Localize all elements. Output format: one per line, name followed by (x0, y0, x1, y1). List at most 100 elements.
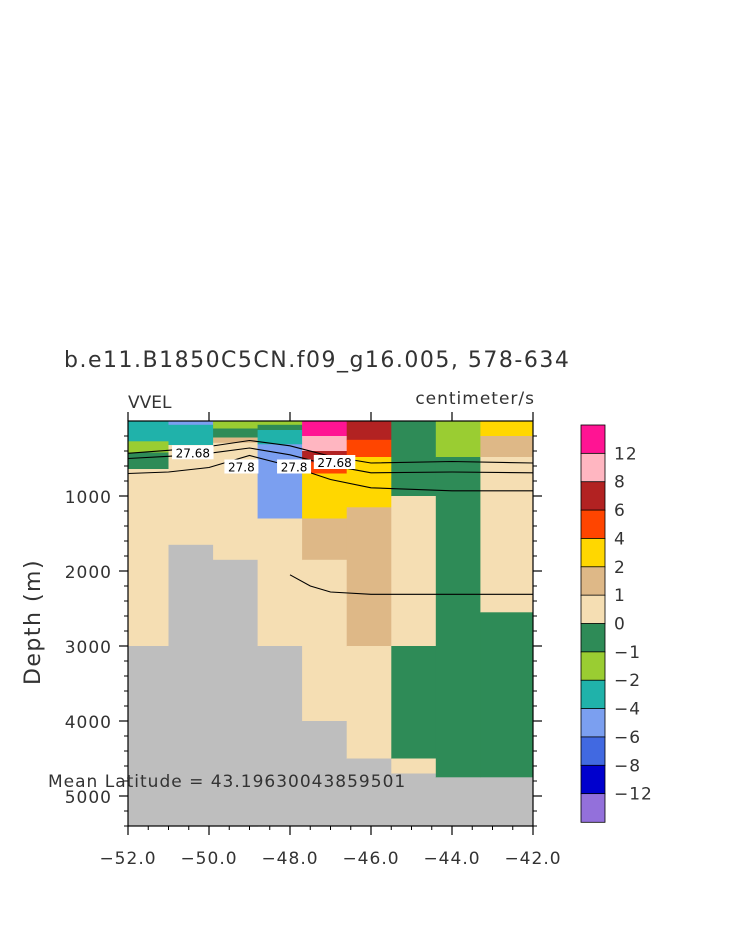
colorbar-label: −12 (614, 785, 653, 805)
heatmap-cell (346, 507, 392, 647)
heatmap-cell (480, 612, 534, 778)
heatmap-cell (213, 428, 259, 438)
colorbar-swatch (580, 481, 606, 511)
colorbar-swatch (580, 452, 606, 483)
heatmap-cell (302, 421, 348, 437)
contour-label: 27.8 (281, 461, 308, 475)
colorbar-label: 6 (614, 501, 626, 521)
heatmap-cell (128, 469, 169, 647)
heatmap-cell (480, 421, 534, 437)
heatmap-cells (128, 421, 534, 827)
colorbar-label: −2 (614, 671, 641, 691)
heatmap-cell (302, 436, 348, 452)
y-tick-label: 2000 (65, 563, 112, 583)
colorbar-swatch (580, 708, 606, 738)
colorbar-swatch (580, 424, 606, 455)
colorbar-swatch (580, 736, 606, 766)
colorbar-label: −1 (614, 643, 641, 663)
heatmap-cell (168, 421, 214, 426)
mean-latitude-annotation: Mean Latitude = 43.19630043859501 (48, 772, 406, 792)
heatmap-cell (168, 445, 214, 546)
heatmap-cell (257, 444, 303, 520)
colorbar-swatch (580, 651, 606, 681)
heatmap-cell (391, 496, 437, 647)
heatmap-cell (346, 421, 392, 441)
contour-label-bg (172, 445, 214, 460)
heatmap-cell (213, 559, 259, 827)
heatmap-cell (346, 758, 392, 827)
y-tick-label: 5000 (65, 788, 112, 808)
heatmap-cell (391, 773, 437, 827)
heatmap-cell (257, 430, 303, 445)
y-tick-label: 1000 (65, 488, 112, 508)
heatmap-cell (168, 544, 214, 827)
heatmap-cell (346, 439, 392, 458)
contour-label: 27.68 (176, 446, 210, 460)
colorbar-label: 2 (614, 558, 626, 578)
colorbar-swatch (580, 764, 606, 795)
heatmap-cell (302, 473, 348, 519)
heatmap-cell (480, 777, 534, 827)
heatmap-cell (391, 421, 437, 497)
heatmap-cell (168, 424, 214, 446)
heatmap-cell (257, 424, 303, 431)
colorbar: 12 8 6 4 2 1 0 −1 −2 −4 −6 −8 −12 (580, 424, 653, 823)
heatmap-cell (480, 457, 534, 613)
heatmap-cell (128, 646, 169, 827)
heatmap-cell (257, 518, 303, 647)
colorbar-label: −4 (614, 700, 641, 720)
x-tick-label: −48.0 (261, 849, 318, 869)
colorbar-swatch (580, 793, 606, 823)
colorbar-label: 8 (614, 473, 626, 493)
heatmap-cell (435, 421, 481, 458)
colorbar-label: 12 (614, 444, 638, 464)
contour-label: 27.8 (228, 461, 255, 475)
heatmap-cell (435, 777, 481, 827)
x-tick-label: −42.0 (504, 849, 561, 869)
heatmap-cell (302, 518, 348, 561)
heatmap-cell (257, 646, 303, 827)
colorbar-swatch (580, 679, 606, 710)
heatmap-cell (213, 437, 259, 444)
colorbar-label: −8 (614, 756, 641, 776)
colorbar-swatch (580, 509, 606, 540)
y-tick-label: 4000 (65, 713, 112, 733)
colorbar-swatch (580, 594, 606, 625)
contour-label-bg (313, 455, 356, 469)
heatmap-cell (128, 441, 169, 454)
x-tick-label: −50.0 (180, 849, 237, 869)
chart-title: b.e11.B1850C5CN.f09_g16.005, 578-634 (64, 348, 570, 373)
variable-label: VVEL (128, 393, 172, 413)
heatmap-cell (128, 452, 169, 470)
colorbar-label: 4 (614, 529, 626, 549)
units-label: centimeter/s (415, 389, 535, 409)
contour-line (289, 574, 533, 595)
heatmap-cell (391, 646, 437, 759)
colorbar-label: 1 (614, 586, 626, 606)
contour-label-bg (224, 459, 259, 474)
y-axis-title: Depth (m) (21, 559, 46, 685)
contour-label-bg (277, 459, 312, 474)
x-tick-label: −52.0 (99, 849, 156, 869)
contour-label: 27.68 (317, 456, 351, 470)
contour-labels: 27.68 27.8 27.8 27.68 (172, 445, 356, 475)
heatmap-cell (346, 646, 392, 759)
heatmap-cell (302, 559, 348, 722)
heatmap-cell (435, 457, 481, 778)
heatmap-cell (302, 721, 348, 827)
y-tick-label: 3000 (65, 638, 112, 658)
heatmap-cell (480, 436, 534, 458)
heatmap-cell (391, 758, 437, 774)
axes: −52.0 −50.0 −48.0 −46.0 −44.0 −42.0 1000 2000 30… (65, 412, 561, 869)
heatmap-cell (257, 421, 303, 426)
x-tick-label: −46.0 (342, 849, 399, 869)
colorbar-swatch (580, 623, 606, 653)
colorbar-swatch (580, 538, 606, 568)
colorbar-swatch (580, 566, 606, 596)
colorbar-label: 0 (614, 615, 626, 635)
heatmap-cell (213, 421, 259, 429)
colorbar-label: −6 (614, 728, 641, 748)
x-tick-label: −44.0 (423, 849, 480, 869)
heatmap-cell (128, 421, 169, 442)
